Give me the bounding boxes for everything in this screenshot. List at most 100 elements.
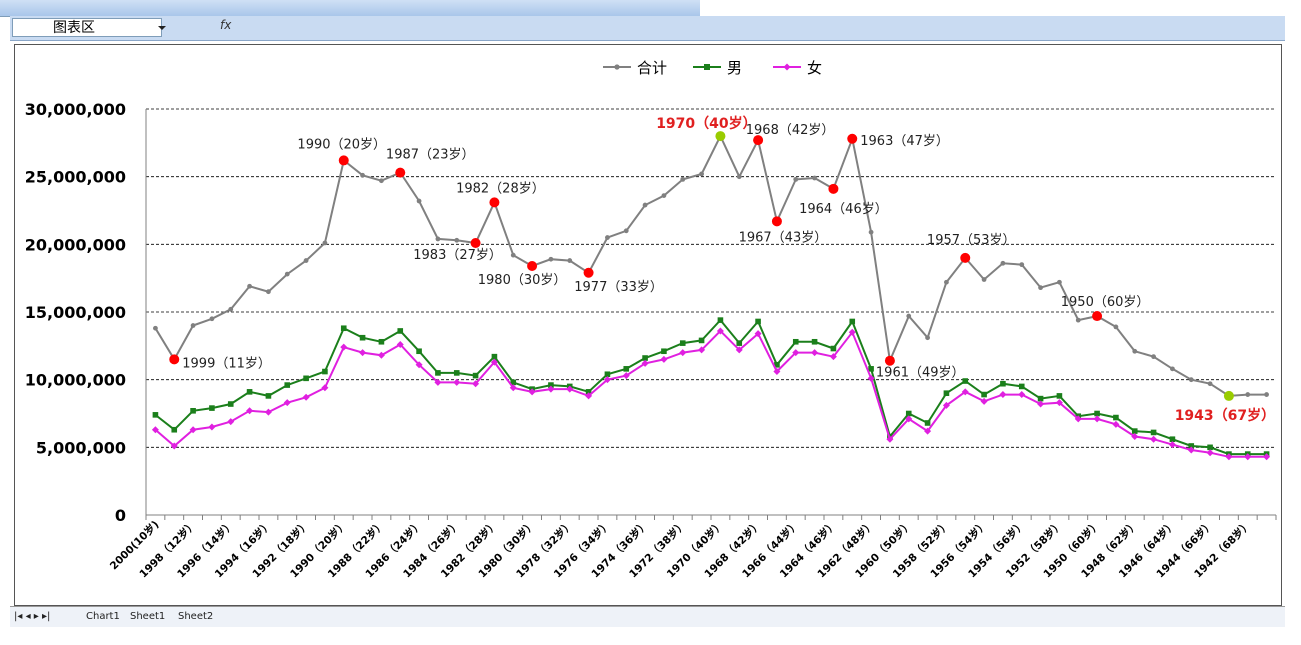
data-point bbox=[641, 359, 649, 367]
highlight-label: 1967（43岁） bbox=[739, 230, 828, 245]
data-point bbox=[491, 353, 498, 360]
data-point bbox=[359, 349, 367, 357]
data-point bbox=[247, 283, 252, 289]
highlight-label: 1977（33岁） bbox=[574, 280, 663, 295]
data-point bbox=[472, 380, 480, 388]
highlight-label: 1982（28岁） bbox=[456, 181, 545, 196]
data-point bbox=[943, 390, 950, 396]
series-line bbox=[154, 329, 1267, 458]
data-point bbox=[924, 427, 932, 435]
data-point bbox=[792, 349, 800, 357]
highlight-label: 1957（53岁） bbox=[927, 233, 1016, 248]
data-point bbox=[811, 349, 819, 357]
highlight-label: 1961（49岁） bbox=[876, 366, 965, 381]
data-point bbox=[1263, 453, 1271, 461]
data-point bbox=[209, 316, 215, 322]
data-point bbox=[868, 366, 874, 372]
data-point bbox=[321, 384, 329, 392]
data-point bbox=[868, 229, 874, 235]
data-point bbox=[567, 258, 573, 263]
data-point bbox=[322, 368, 328, 375]
data-point bbox=[284, 271, 290, 277]
data-point bbox=[548, 382, 554, 388]
sheet-tab-bar: |◂ ◂ ▸ ▸| Chart1 Sheet1 Sheet2 bbox=[10, 606, 1285, 627]
data-point bbox=[925, 335, 930, 341]
data-point bbox=[1170, 366, 1175, 372]
legend-marker bbox=[704, 64, 710, 70]
data-point bbox=[1207, 444, 1213, 451]
data-point bbox=[829, 353, 837, 361]
y-tick-label: 0 bbox=[115, 506, 126, 525]
data-point bbox=[736, 340, 743, 346]
data-point bbox=[604, 371, 611, 378]
data-point bbox=[1131, 433, 1139, 441]
data-point bbox=[793, 176, 799, 182]
data-point bbox=[396, 340, 404, 348]
data-point bbox=[434, 378, 442, 386]
sheet-tab-chart1[interactable]: Chart1 bbox=[86, 611, 120, 622]
data-point bbox=[548, 256, 554, 262]
data-point bbox=[698, 337, 705, 344]
highlight-point bbox=[338, 155, 349, 166]
highlight-label: 1980（30岁） bbox=[478, 273, 567, 288]
highlight-label: 1999（11岁） bbox=[182, 356, 271, 371]
data-point bbox=[736, 174, 742, 180]
data-point bbox=[227, 401, 234, 407]
chart-area[interactable]: 0 5,000,000 10,000,000 15,000,000 20,000,000… bbox=[14, 44, 1282, 606]
data-point bbox=[999, 391, 1007, 399]
data-point bbox=[1207, 381, 1213, 387]
data-point bbox=[981, 391, 987, 398]
series-line bbox=[154, 318, 1267, 456]
data-point bbox=[1093, 415, 1101, 423]
highlight-point bbox=[470, 237, 481, 248]
highlight-point bbox=[828, 183, 839, 194]
chevron-down-icon[interactable] bbox=[150, 19, 174, 37]
data-point bbox=[397, 328, 404, 334]
data-point bbox=[359, 334, 366, 341]
sheet-tab-sheet2[interactable]: Sheet2 bbox=[178, 611, 214, 622]
data-point bbox=[302, 393, 310, 401]
data-point bbox=[642, 202, 648, 208]
data-point bbox=[1187, 446, 1195, 454]
data-point bbox=[867, 374, 875, 382]
data-point bbox=[623, 228, 629, 234]
data-point bbox=[812, 175, 817, 181]
highlight-point bbox=[169, 354, 180, 365]
data-point bbox=[716, 327, 724, 335]
highlight-label: 1950（60岁） bbox=[1061, 295, 1150, 310]
data-point bbox=[661, 348, 667, 355]
highlight-point bbox=[753, 135, 764, 146]
data-point bbox=[942, 401, 950, 409]
data-point bbox=[848, 328, 856, 336]
data-point bbox=[698, 346, 706, 354]
data-point bbox=[454, 237, 460, 243]
data-point bbox=[227, 418, 235, 426]
data-point bbox=[340, 343, 348, 351]
data-point bbox=[303, 375, 309, 382]
legend-label: 男 bbox=[727, 59, 742, 77]
data-point bbox=[1113, 414, 1119, 421]
data-point bbox=[1132, 348, 1138, 354]
data-point bbox=[623, 366, 630, 372]
highlight-label: 1983（27岁） bbox=[413, 248, 502, 263]
data-point bbox=[283, 399, 291, 407]
sheet-nav-icon[interactable]: |◂ ◂ ▸ ▸| bbox=[14, 611, 51, 622]
sheet-tab-sheet1[interactable]: Sheet1 bbox=[130, 611, 166, 622]
data-point bbox=[360, 172, 365, 178]
data-point bbox=[1000, 380, 1006, 387]
highlight-point bbox=[715, 131, 726, 142]
data-point bbox=[190, 407, 196, 414]
name-box[interactable]: 图表区 bbox=[12, 18, 162, 37]
data-point bbox=[1112, 420, 1120, 428]
data-point bbox=[605, 235, 610, 240]
fx-icon[interactable]: fx bbox=[220, 18, 232, 32]
data-point bbox=[924, 420, 931, 426]
highlight-point bbox=[1092, 311, 1103, 322]
data-point bbox=[416, 198, 422, 204]
data-point bbox=[717, 317, 724, 323]
data-point bbox=[322, 240, 328, 246]
line-chart: 0 5,000,000 10,000,000 15,000,000 20,000,000… bbox=[25, 59, 1277, 580]
data-point bbox=[905, 415, 913, 423]
data-point bbox=[849, 318, 856, 325]
data-point bbox=[1206, 449, 1214, 457]
